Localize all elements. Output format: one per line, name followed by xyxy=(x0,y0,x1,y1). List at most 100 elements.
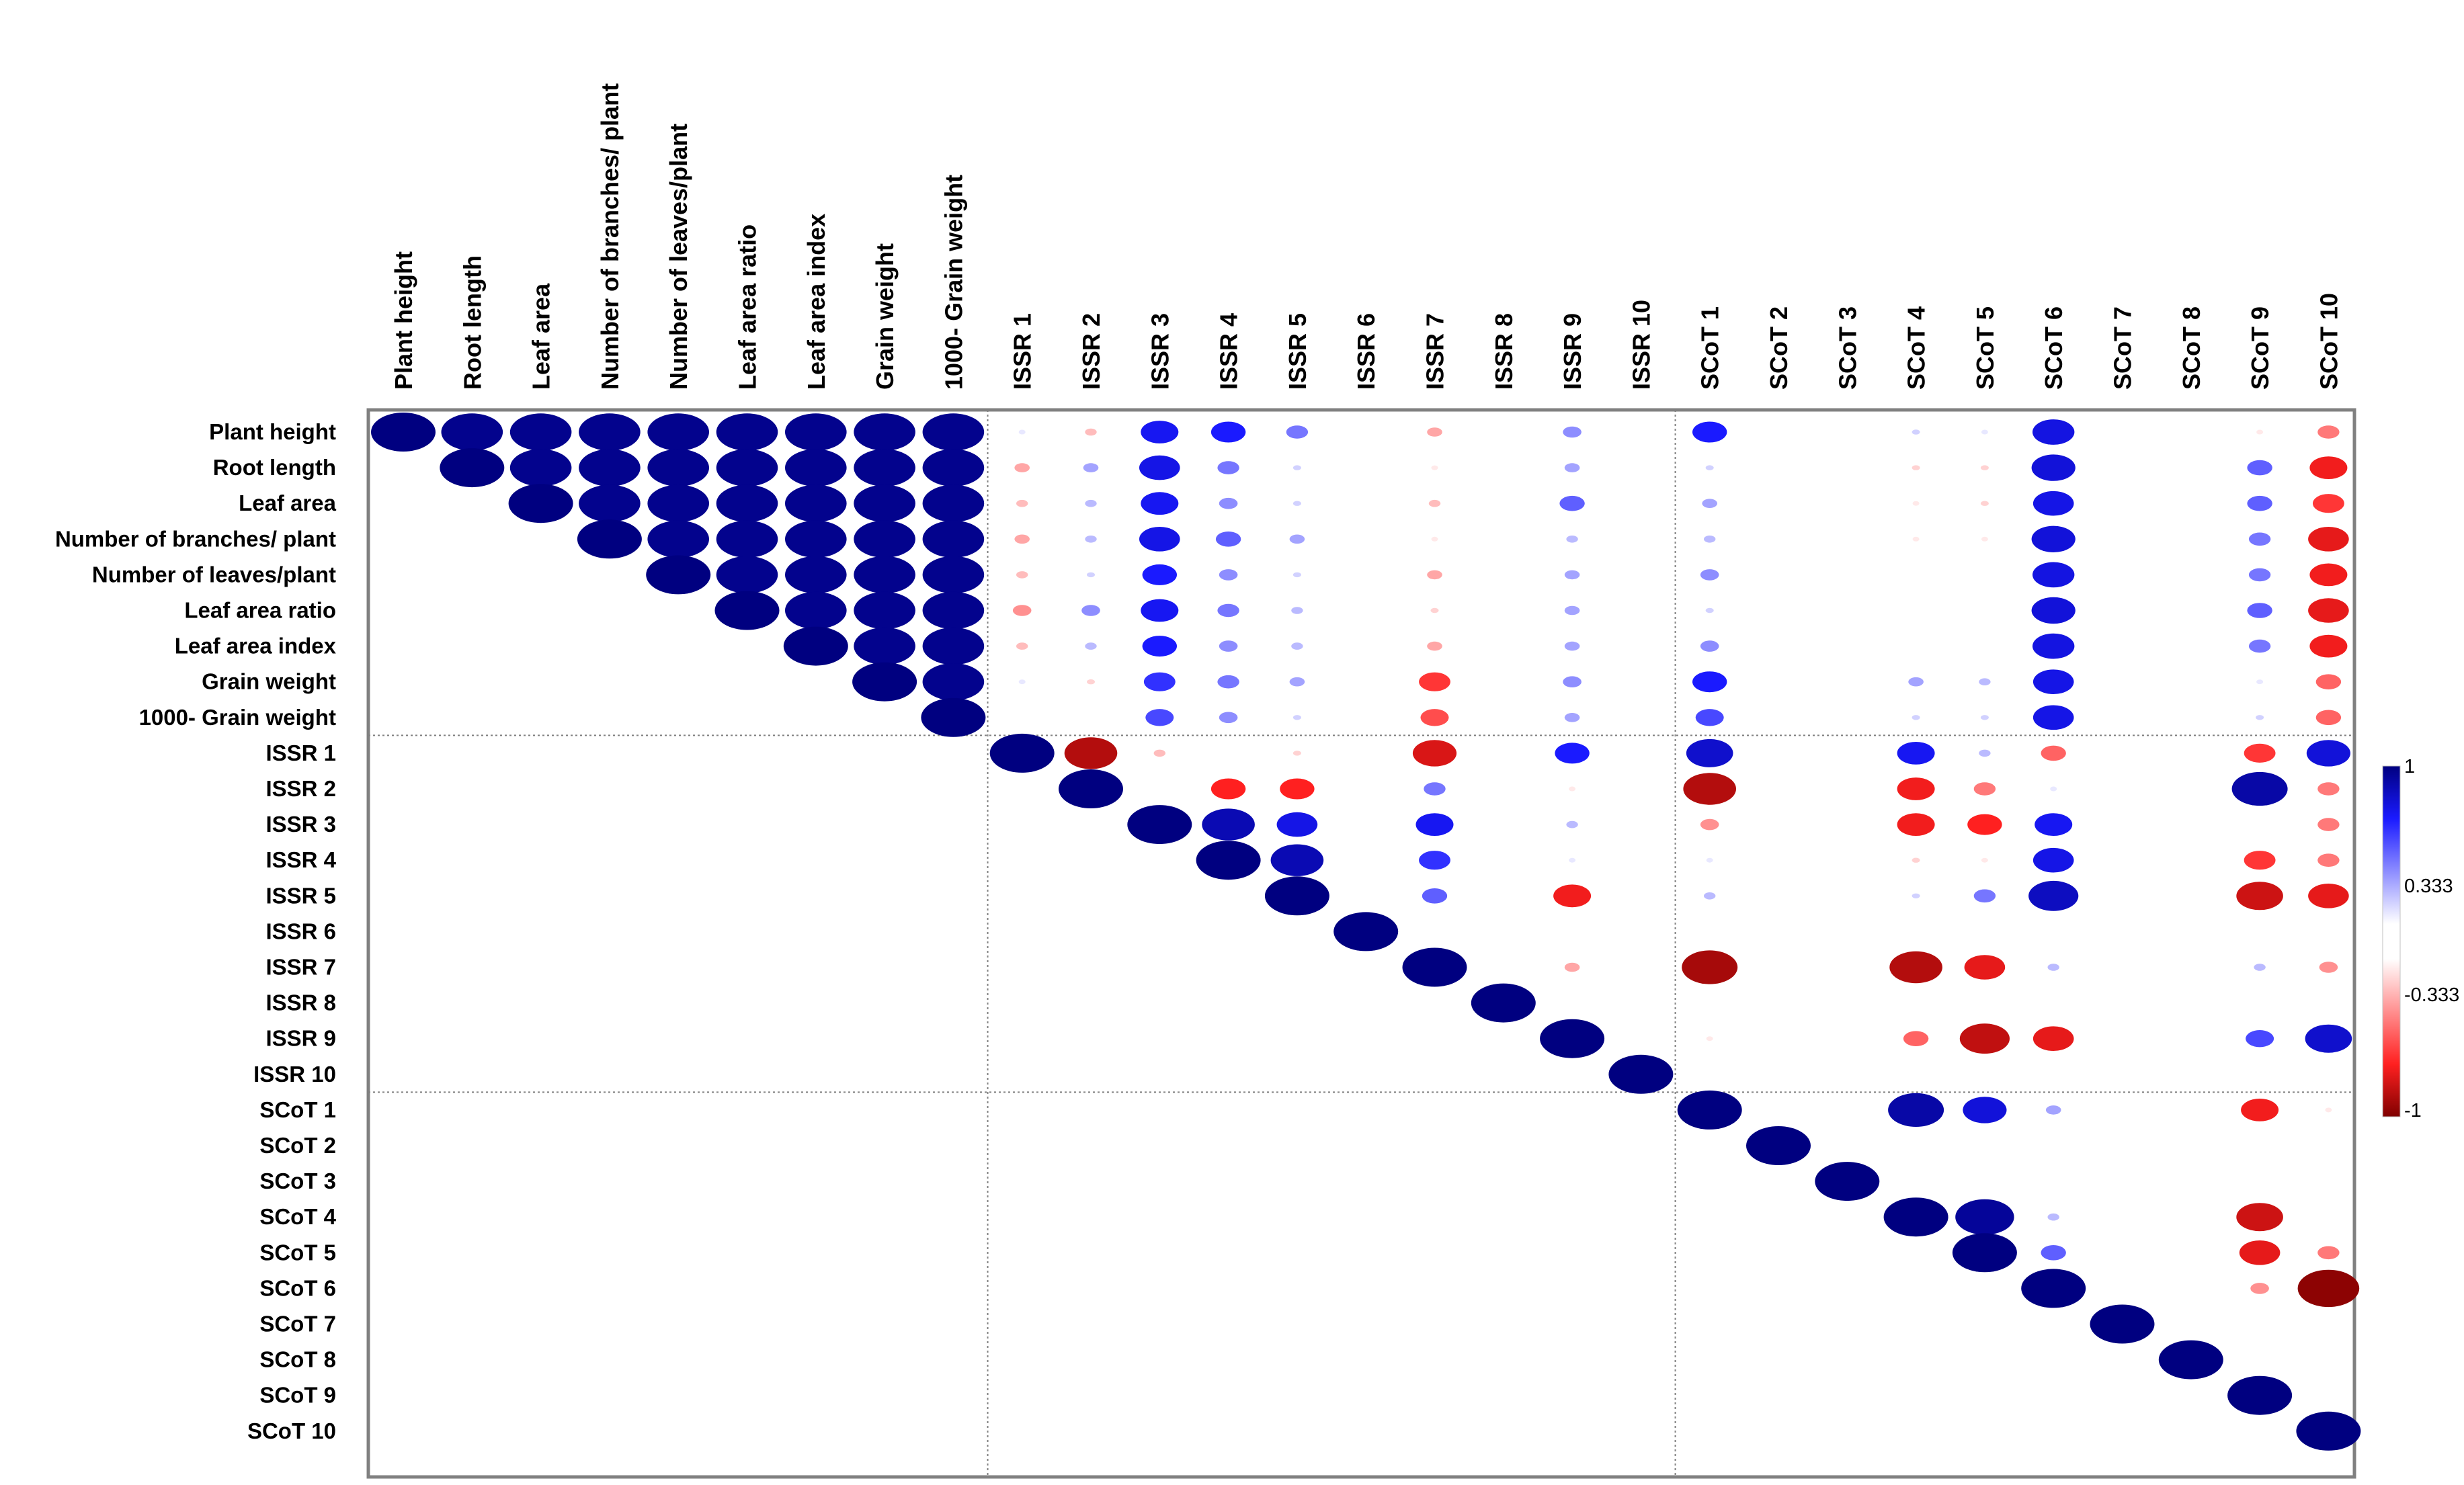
correlation-ellipse-r22-c27 xyxy=(2236,1203,2283,1232)
correlation-ellipse-r4-c15 xyxy=(1427,570,1442,580)
correlation-ellipse-r3-c22 xyxy=(1912,536,1920,542)
legend-color-bar xyxy=(2382,765,2401,1117)
correlation-ellipse-r19-c23 xyxy=(1963,1097,2007,1123)
correlation-ellipse-r24-c24 xyxy=(2021,1269,2086,1308)
correlation-ellipse-r0-c27 xyxy=(2256,429,2264,435)
correlation-ellipse-r2-c11 xyxy=(1141,492,1179,515)
correlation-ellipse-r12-c24 xyxy=(2032,847,2074,873)
correlation-ellipse-r10-c23 xyxy=(1973,782,1996,796)
column-label: SCoT 9 xyxy=(2246,306,2274,390)
correlation-ellipse-r5-c15 xyxy=(1430,607,1439,613)
column-label: ISSR 9 xyxy=(1559,313,1586,390)
row-label: SCoT 1 xyxy=(259,1097,336,1122)
correlation-ellipse-r11-c28 xyxy=(2317,818,2340,831)
correlation-ellipse-r8-c12 xyxy=(1219,712,1238,724)
correlation-ellipse-r13-c23 xyxy=(1973,889,1996,903)
correlation-ellipse-r0-c8 xyxy=(922,413,985,451)
column-label: ISSR 6 xyxy=(1352,313,1380,390)
correlation-ellipse-r2-c8 xyxy=(922,484,985,522)
correlation-ellipse-r3-c6 xyxy=(785,520,847,558)
correlation-ellipse-r2-c10 xyxy=(1085,499,1097,507)
correlation-ellipse-r2-c17 xyxy=(1559,495,1585,511)
correlation-ellipse-r7-c19 xyxy=(1692,671,1727,693)
column-label: SCoT 5 xyxy=(1971,306,1999,390)
correlation-ellipse-r3-c7 xyxy=(854,520,915,558)
correlation-ellipse-r15-c15 xyxy=(1402,947,1467,987)
correlation-ellipse-r13-c28 xyxy=(2308,884,2349,908)
correlation-ellipse-r0-c19 xyxy=(1692,421,1727,443)
correlation-ellipse-r5-c7 xyxy=(854,591,915,630)
correlation-ellipse-r8-c24 xyxy=(2032,705,2074,730)
correlation-ellipse-r23-c27 xyxy=(2239,1240,2281,1265)
correlation-ellipse-r15-c22 xyxy=(1889,951,1942,984)
correlation-ellipse-r9-c17 xyxy=(1555,743,1590,764)
correlation-ellipse-r5-c19 xyxy=(1705,607,1714,613)
correlation-ellipse-r6-c27 xyxy=(2248,639,2271,653)
correlation-ellipse-r2-c24 xyxy=(2032,491,2074,516)
correlation-ellipse-r10-c28 xyxy=(2317,782,2340,796)
correlation-ellipse-r26-c26 xyxy=(2158,1340,2223,1380)
correlation-ellipse-r7-c10 xyxy=(1087,679,1095,685)
correlation-ellipse-r4-c13 xyxy=(1292,572,1301,578)
correlation-ellipse-r1-c6 xyxy=(785,449,847,486)
correlation-ellipse-r8-c27 xyxy=(2256,715,2264,720)
correlation-ellipse-r9-c11 xyxy=(1153,749,1166,757)
column-label: SCoT 6 xyxy=(2040,306,2067,390)
correlation-ellipse-r0-c3 xyxy=(579,413,641,451)
correlation-ellipse-r7-c17 xyxy=(1563,676,1582,687)
column-label: ISSR 10 xyxy=(1627,300,1655,390)
row-label: Leaf area xyxy=(239,491,337,515)
correlation-ellipse-r1-c10 xyxy=(1083,463,1099,472)
correlation-ellipse-r19-c27 xyxy=(2241,1099,2279,1121)
column-label: Grain weight xyxy=(871,243,899,390)
correlation-ellipse-r9-c24 xyxy=(2041,745,2066,761)
correlation-ellipse-r5-c12 xyxy=(1217,603,1239,618)
legend-tick-label: 0.333 xyxy=(2404,876,2453,897)
correlation-ellipse-r8-c28 xyxy=(2315,710,2342,726)
correlation-ellipse-r25-c25 xyxy=(2090,1304,2155,1344)
correlation-ellipse-r7-c27 xyxy=(2256,679,2264,685)
correlation-ellipse-r1-c2 xyxy=(509,449,572,486)
column-label: 1000- Grain weight xyxy=(940,175,967,390)
correlation-ellipse-r9-c10 xyxy=(1064,737,1118,769)
correlation-ellipse-r3-c15 xyxy=(1431,536,1438,542)
correlation-ellipse-r1-c15 xyxy=(1431,465,1438,470)
row-label: Root length xyxy=(213,455,336,480)
correlation-ellipse-r15-c28 xyxy=(2319,962,2338,973)
correlation-ellipse-r12-c17 xyxy=(1569,857,1576,863)
row-label: ISSR 7 xyxy=(265,955,336,980)
row-label: SCoT 5 xyxy=(259,1240,336,1265)
correlation-ellipse-r2-c6 xyxy=(785,484,847,522)
correlation-ellipse-r7-c9 xyxy=(1018,679,1026,685)
column-label: Leaf area ratio xyxy=(734,224,762,390)
column-label: SCoT 10 xyxy=(2315,293,2342,390)
correlation-ellipse-r1-c13 xyxy=(1292,465,1301,470)
correlation-ellipse-r13-c24 xyxy=(2028,880,2079,911)
correlation-ellipse-r8-c23 xyxy=(1980,715,1989,720)
row-label: 1000- Grain weight xyxy=(139,705,336,730)
correlation-ellipse-r12-c12 xyxy=(1196,841,1261,880)
correlation-ellipse-r12-c27 xyxy=(2244,851,2276,870)
correlation-ellipse-r5-c13 xyxy=(1291,607,1303,614)
correlation-ellipse-r2-c5 xyxy=(716,484,778,522)
correlation-ellipse-r5-c8 xyxy=(922,591,985,630)
correlation-ellipse-r0-c28 xyxy=(2317,425,2340,439)
correlation-ellipse-r4-c17 xyxy=(1564,570,1580,580)
correlation-ellipse-r6-c9 xyxy=(1016,642,1028,650)
column-label: ISSR 3 xyxy=(1146,313,1174,390)
correlation-ellipse-r7-c7 xyxy=(852,662,917,702)
correlation-ellipse-r0-c12 xyxy=(1210,421,1246,443)
correlation-ellipse-r17-c28 xyxy=(2305,1024,2352,1053)
correlation-ellipse-r15-c24 xyxy=(2047,964,2059,971)
correlation-ellipse-r12-c23 xyxy=(1981,857,1988,863)
correlation-ellipse-r4-c8 xyxy=(922,556,985,594)
correlation-ellipse-r5-c5 xyxy=(714,591,780,630)
correlation-ellipse-r4-c4 xyxy=(646,555,711,595)
correlation-ellipse-r4-c28 xyxy=(2309,563,2348,587)
correlation-ellipse-r17-c17 xyxy=(1540,1019,1605,1058)
correlation-ellipse-r3-c27 xyxy=(2248,532,2271,546)
correlation-ellipse-r10-c22 xyxy=(1897,777,1935,800)
column-label: ISSR 5 xyxy=(1284,313,1311,390)
correlation-ellipse-r3-c13 xyxy=(1289,534,1305,544)
correlation-ellipse-r4-c10 xyxy=(1087,572,1095,578)
